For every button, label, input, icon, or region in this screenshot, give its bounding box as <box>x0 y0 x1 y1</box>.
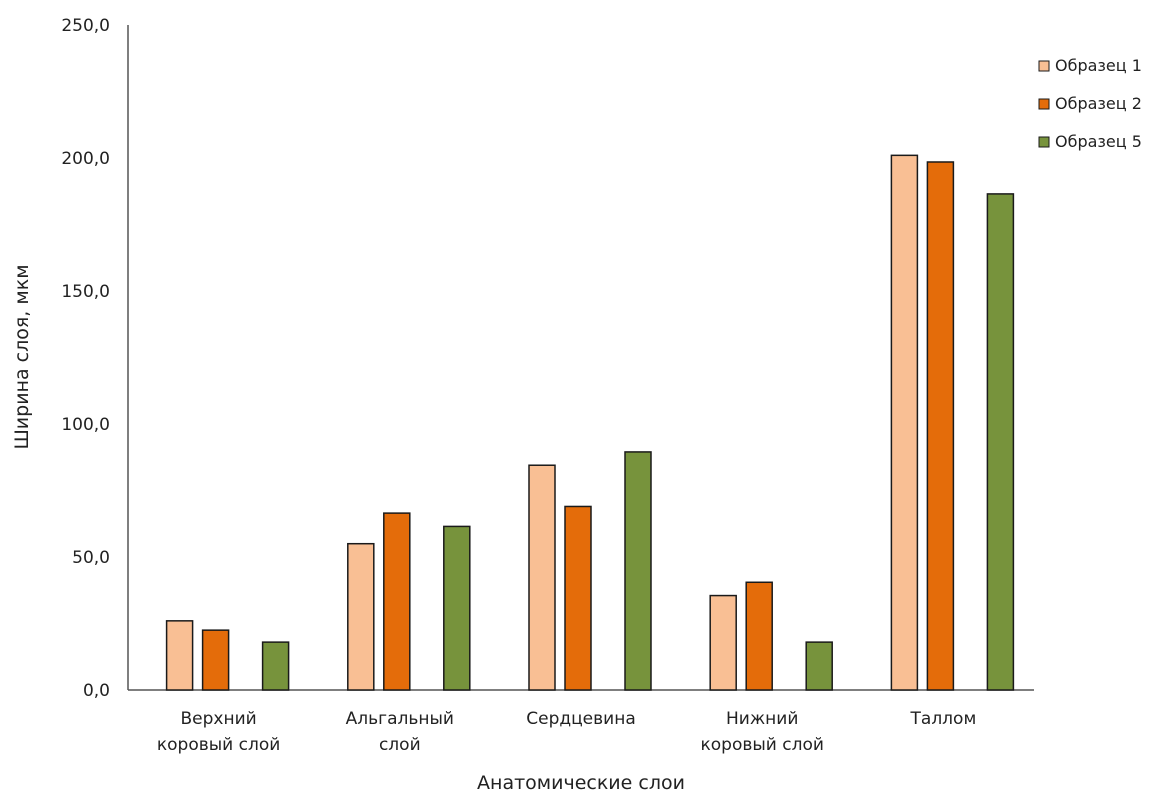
y-tick-labels: 0,0 50,0 100,0 150,0 200,0 250,0 <box>61 16 110 701</box>
bar-series-2-cat-2 <box>383 512 411 691</box>
bar-series-3-cat-1 <box>261 641 290 691</box>
bar-series-2-cat-4 <box>745 581 773 691</box>
bar-series-3-cat-4 <box>805 641 833 691</box>
bar-series-3-cat-5 <box>986 193 1015 691</box>
y-tick-label: 200,0 <box>61 149 110 169</box>
legend-label-1: Образец 1 <box>1055 56 1142 75</box>
bar-series-3-cat-2 <box>443 525 471 691</box>
bar-series-2-cat-3 <box>564 505 592 691</box>
category-labels: Верхний коровый слой Альгальный слой Сердцев… <box>157 709 976 755</box>
legend-swatch-1 <box>1038 60 1050 72</box>
category-label: Альгальный <box>346 709 454 729</box>
bar-series-3-cat-3 <box>624 451 652 691</box>
category-label: Таллом <box>910 709 977 729</box>
category-label: Нижний <box>726 709 798 729</box>
bar-series-1-cat-1 <box>165 620 194 691</box>
y-tick-label: 250,0 <box>61 16 110 36</box>
legend-label-2: Образец 2 <box>1055 94 1142 113</box>
x-axis-title: Анатомические слои <box>477 772 685 794</box>
bar-series-1-cat-2 <box>347 542 375 691</box>
y-tick-label: 150,0 <box>61 282 110 302</box>
bar-series-1-cat-4 <box>709 594 737 691</box>
bar-series-1-cat-3 <box>528 464 556 691</box>
category-label: Сердцевина <box>526 709 636 729</box>
category-label: коровый слой <box>700 735 823 755</box>
bar-series-1-cat-5 <box>890 154 919 691</box>
legend: Образец 1 Образец 2 Образец 5 <box>1038 56 1142 151</box>
bar-series-2-cat-5 <box>926 161 955 691</box>
y-tick-label: 0,0 <box>83 681 110 701</box>
category-label: слой <box>379 735 421 755</box>
bar-series-2-cat-1 <box>201 629 230 691</box>
y-tick-label: 50,0 <box>72 548 110 568</box>
legend-swatch-2 <box>1038 98 1050 110</box>
legend-label-3: Образец 5 <box>1055 132 1142 151</box>
legend-swatch-3 <box>1038 136 1050 148</box>
bars <box>165 154 1015 691</box>
y-axis-title: Ширина слоя, мкм <box>11 264 33 449</box>
y-tick-label: 100,0 <box>61 415 110 435</box>
category-label: коровый слой <box>157 735 280 755</box>
category-label: Верхний <box>181 709 257 729</box>
